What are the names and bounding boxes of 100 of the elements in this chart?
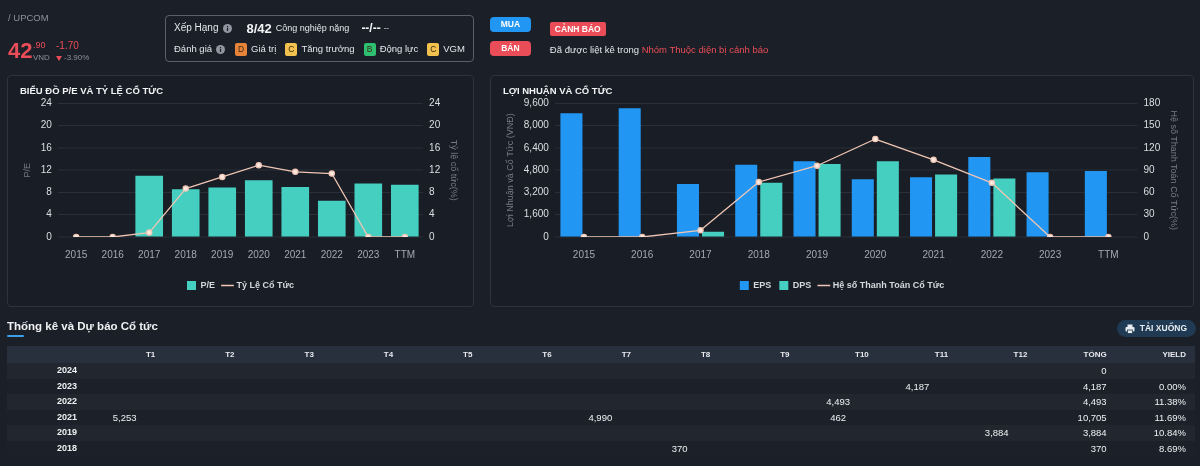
x-tick-label: T6 (541, 348, 553, 361)
x-tick-label: YIELD (1161, 348, 1187, 361)
y-tick-label: 2021 (55, 410, 78, 424)
data-label: 462 (829, 411, 848, 423)
grade-badge: C (427, 42, 440, 56)
data-label: 11.38% (1153, 396, 1187, 407)
y2-tick-label: 90 (1143, 163, 1156, 175)
text: -1.70 (56, 40, 79, 51)
y-tick-label: 6,400 (523, 141, 550, 153)
legend-label: Tỷ Lệ Cổ Tức (236, 279, 295, 290)
y-tick-label: 2023 (55, 379, 78, 393)
y2-tick-label: 30 (1143, 208, 1156, 220)
data-label: 5,253 (111, 411, 138, 423)
y2-tick-label: 4 (429, 208, 436, 220)
x-tick-label: 2022 (320, 248, 344, 260)
y-tick-label: 2019 (55, 426, 78, 440)
chart-title: Thống kê và Dự báo Cổ tức (7, 320, 158, 333)
x-tick-label: T8 (699, 348, 712, 361)
text: -3.90% (64, 53, 90, 62)
y2-tick-label: 20 (429, 119, 441, 131)
x-tick-label: 2015 (572, 248, 596, 260)
x-tick-label: T10 (854, 348, 870, 361)
data-label: 4,187 (904, 380, 931, 392)
x-tick-label: T12 (1012, 348, 1029, 361)
y-tick-label: 2024 (55, 364, 78, 378)
data-label: 10,705 (1076, 411, 1108, 423)
x-tick-label: 2019 (805, 248, 829, 260)
y-tick-label: 2018 (55, 441, 78, 455)
y-tick-label: 2022 (55, 395, 78, 409)
y-tick-label: 9,600 (523, 97, 550, 109)
x-tick-label: 2017 (138, 248, 161, 260)
y2-tick-label: 12 (429, 163, 441, 175)
y-tick-label: 24 (40, 97, 53, 109)
y-tick-label: 16 (40, 141, 53, 153)
sell-button: BÁN (489, 41, 531, 56)
x-tick-label: 2020 (247, 248, 271, 260)
warning-badge: CẢNH BÁO (549, 22, 606, 36)
y-tick-label: 4 (46, 208, 53, 220)
buy-button: MUA (489, 17, 531, 32)
data-label: 0.00% (1158, 380, 1187, 392)
y2-tick-label: 0 (429, 230, 436, 242)
x-tick-label: 2018 (747, 248, 771, 260)
data-label: 3,884 (983, 427, 1010, 438)
table-row: 2024 0 (7, 363, 1195, 379)
y-axis-title: P/E (21, 162, 32, 178)
x-tick-label: 2023 (357, 248, 380, 260)
data-label: 10.84% (1152, 427, 1187, 438)
x-tick-label: 2021 (922, 248, 946, 260)
y-tick-label: 0 (46, 230, 53, 242)
data-label: 370 (1089, 442, 1108, 454)
text: Nhóm Thuộc diện bị cảnh báo (641, 44, 769, 55)
legend-label: P/E (200, 279, 215, 290)
x-tick-label: TTM (1098, 248, 1119, 260)
y2-tick-label: 150 (1143, 119, 1161, 131)
y2-tick-label: 120 (1143, 141, 1161, 153)
data-label: 370 (670, 442, 689, 454)
x-tick-label: 2017 (689, 248, 713, 260)
x-tick-label: 2016 (101, 248, 125, 260)
x-tick-label: T7 (620, 348, 632, 361)
x-tick-label: 2021 (284, 248, 307, 260)
x-tick-label: 2023 (1038, 248, 1062, 260)
x-tick-label: T2 (224, 348, 236, 361)
x-tick-label: T11 (933, 348, 950, 361)
x-tick-label: 2018 (174, 248, 198, 260)
rating-card: Xếp Hạng 8/42 Công nghiệp nặng --/-- -- Đánh giá D Giá trị C Tăng trưởng B Động lực C VGM (165, 15, 474, 62)
y-tick-label: 0 (543, 230, 550, 242)
data-label: 4,493 (1081, 396, 1108, 407)
x-tick-label: TTM (394, 248, 416, 260)
y2-tick-label: 24 (429, 97, 441, 109)
x-tick-label: T1 (144, 348, 157, 361)
text: VND (33, 53, 50, 62)
y-axis-title: Lợi Nhuận và Cổ Tức (VNĐ) (504, 113, 515, 228)
x-tick-label: 2020 (864, 248, 887, 260)
y-tick-label: 8,000 (523, 119, 550, 131)
y-tick-label: 3,200 (523, 186, 550, 198)
y2-tick-label: 8 (429, 186, 436, 198)
y-tick-label: 8 (46, 186, 53, 198)
y2-tick-label: 16 (429, 141, 441, 153)
x-tick-label: 2019 (211, 248, 234, 260)
legend-label: EPS (753, 279, 772, 290)
chart-title: LỢI NHUẬN VÀ CỔ TỨC (503, 85, 613, 97)
y2-tick-label: 0 (1143, 230, 1150, 242)
download-button: TẢI XUỐNG (1116, 320, 1196, 337)
grade-badge: C (285, 42, 298, 56)
y-tick-label: 1,600 (523, 208, 550, 220)
text: Đã được liệt kê trong (549, 44, 640, 55)
text: / UPCOM (8, 12, 49, 23)
x-tick-label: T3 (303, 348, 315, 361)
y2-axis-title: Tỷ lệ cổ tức(%) (449, 139, 460, 201)
grade-badge: D (235, 42, 248, 56)
data-label: 4,187 (1081, 380, 1108, 392)
data-label: 4,493 (825, 396, 852, 407)
x-tick-label: T4 (382, 348, 395, 361)
x-tick-label: 2015 (65, 248, 88, 260)
text: .90 (33, 40, 46, 50)
y-tick-label: 20 (40, 119, 53, 131)
y2-tick-label: 180 (1143, 97, 1161, 109)
x-tick-label: 2016 (631, 248, 654, 260)
chart-title: BIỂU ĐỒ P/E VÀ TỶ LỆ CỔ TỨC (20, 85, 164, 97)
y-tick-label: 12 (40, 163, 53, 175)
